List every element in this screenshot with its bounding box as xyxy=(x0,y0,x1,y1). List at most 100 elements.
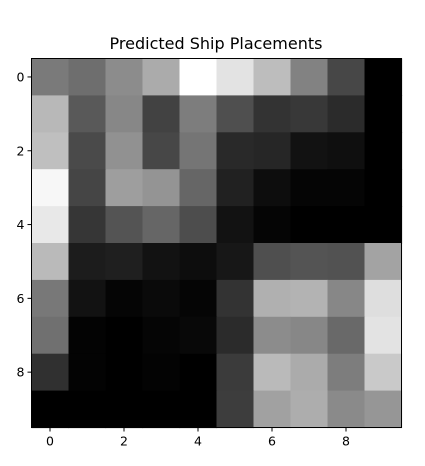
heatmap-cell-r9-c4 xyxy=(179,390,218,429)
heatmap-cell-r1-c9 xyxy=(364,95,403,133)
heatmap-cell-r9-c3 xyxy=(142,390,181,429)
heatmap-cell-r2-c3 xyxy=(142,132,181,170)
heatmap-cell-r8-c4 xyxy=(179,353,218,392)
heatmap-cell-r0-c7 xyxy=(290,58,329,96)
heatmap-cell-r8-c8 xyxy=(327,353,366,392)
heatmap-cell-r6-c6 xyxy=(253,279,292,318)
y-tick-label-8: 8 xyxy=(17,365,25,380)
heatmap-cell-r3-c4 xyxy=(179,169,218,207)
heatmap-cell-r8-c9 xyxy=(364,353,403,392)
heatmap-cell-r5-c4 xyxy=(179,243,218,281)
x-tick-label-6: 6 xyxy=(268,434,276,449)
heatmap-cell-r9-c9 xyxy=(364,390,403,429)
heatmap-cell-r9-c7 xyxy=(290,390,329,429)
heatmap-cell-r0-c3 xyxy=(142,58,181,96)
heatmap-cell-r6-c5 xyxy=(216,279,255,318)
heatmap-cell-r8-c6 xyxy=(253,353,292,392)
heatmap-cell-r9-c0 xyxy=(31,390,70,429)
heatmap-cell-r2-c9 xyxy=(364,132,403,170)
heatmap-cell-r3-c6 xyxy=(253,169,292,207)
heatmap-cell-r0-c4 xyxy=(179,58,218,96)
heatmap-cell-r0-c1 xyxy=(68,58,107,96)
heatmap-cell-r8-c1 xyxy=(68,353,107,392)
heatmap-cell-r7-c0 xyxy=(31,316,70,355)
heatmap-cell-r4-c9 xyxy=(364,206,403,244)
heatmap-cell-r5-c6 xyxy=(253,243,292,281)
heatmap-cell-r3-c5 xyxy=(216,169,255,207)
heatmap-cell-r2-c8 xyxy=(327,132,366,170)
heatmap-cell-r5-c1 xyxy=(68,243,107,281)
heatmap-cell-r3-c2 xyxy=(105,169,144,207)
heatmap-cell-r5-c0 xyxy=(31,243,70,281)
y-axis: 0 2 4 6 8 xyxy=(17,69,32,380)
heatmap-cell-r6-c0 xyxy=(31,279,70,318)
heatmap-cell-r2-c2 xyxy=(105,132,144,170)
heatmap-cell-r2-c0 xyxy=(31,132,70,170)
heatmap-cell-r0-c5 xyxy=(216,58,255,96)
heatmap-cell-r4-c8 xyxy=(327,206,366,244)
y-tick-label-0: 0 xyxy=(17,69,25,84)
heatmap-cells xyxy=(31,58,403,429)
heatmap-cell-r7-c4 xyxy=(179,316,218,355)
heatmap-cell-r0-c6 xyxy=(253,58,292,96)
heatmap-cell-r2-c5 xyxy=(216,132,255,170)
heatmap-cell-r4-c5 xyxy=(216,206,255,244)
heatmap-cell-r5-c7 xyxy=(290,243,329,281)
heatmap-cell-r0-c0 xyxy=(31,58,70,96)
heatmap-cell-r2-c4 xyxy=(179,132,218,170)
heatmap-cell-r9-c1 xyxy=(68,390,107,429)
chart-title: Predicted Ship Placements xyxy=(110,34,323,53)
heatmap-cell-r1-c4 xyxy=(179,95,218,133)
heatmap-cell-r6-c8 xyxy=(327,279,366,318)
heatmap-cell-r6-c4 xyxy=(179,279,218,318)
heatmap-cell-r9-c2 xyxy=(105,390,144,429)
heatmap-cell-r1-c2 xyxy=(105,95,144,133)
heatmap-cell-r3-c1 xyxy=(68,169,107,207)
heatmap-cell-r7-c8 xyxy=(327,316,366,355)
heatmap-cell-r8-c7 xyxy=(290,353,329,392)
axes-frame xyxy=(31,58,402,428)
heatmap-cell-r8-c3 xyxy=(142,353,181,392)
heatmap-cell-r4-c1 xyxy=(68,206,107,244)
heatmap-cell-r8-c2 xyxy=(105,353,144,392)
heatmap-cell-r5-c5 xyxy=(216,243,255,281)
heatmap-cell-r9-c8 xyxy=(327,390,366,429)
heatmap-cell-r6-c2 xyxy=(105,279,144,318)
heatmap-cell-r8-c5 xyxy=(216,353,255,392)
x-tick-label-0: 0 xyxy=(46,434,54,449)
heatmap-cell-r9-c6 xyxy=(253,390,292,429)
heatmap-cell-r6-c9 xyxy=(364,279,403,318)
heatmap-cell-r4-c0 xyxy=(31,206,70,244)
heatmap-cell-r7-c7 xyxy=(290,316,329,355)
heatmap-cell-r7-c2 xyxy=(105,316,144,355)
heatmap-cell-r4-c7 xyxy=(290,206,329,244)
x-tick-label-4: 4 xyxy=(194,434,202,449)
heatmap-cell-r3-c9 xyxy=(364,169,403,207)
heatmap-cell-r3-c3 xyxy=(142,169,181,207)
heatmap-cell-r5-c2 xyxy=(105,243,144,281)
heatmap-cell-r1-c1 xyxy=(68,95,107,133)
heatmap-cell-r1-c3 xyxy=(142,95,181,133)
heatmap-cell-r3-c0 xyxy=(31,169,70,207)
heatmap-cell-r4-c4 xyxy=(179,206,218,244)
heatmap-cell-r4-c2 xyxy=(105,206,144,244)
heatmap-cell-r7-c1 xyxy=(68,316,107,355)
heatmap-cell-r1-c8 xyxy=(327,95,366,133)
x-axis: 0 2 4 6 8 xyxy=(46,427,350,449)
heatmap-cell-r6-c3 xyxy=(142,279,181,318)
heatmap-cell-r5-c3 xyxy=(142,243,181,281)
heatmap-cell-r7-c9 xyxy=(364,316,403,355)
heatmap-cell-r2-c1 xyxy=(68,132,107,170)
heatmap-cell-r0-c2 xyxy=(105,58,144,96)
heatmap-cell-r1-c0 xyxy=(31,95,70,133)
heatmap-cell-r5-c9 xyxy=(364,243,403,281)
x-tick-label-8: 8 xyxy=(342,434,350,449)
heatmap-cell-r3-c7 xyxy=(290,169,329,207)
heatmap-cell-r7-c3 xyxy=(142,316,181,355)
heatmap-cell-r9-c5 xyxy=(216,390,255,429)
heatmap-cell-r2-c7 xyxy=(290,132,329,170)
heatmap-cell-r1-c7 xyxy=(290,95,329,133)
heatmap-cell-r5-c8 xyxy=(327,243,366,281)
heatmap-cell-r1-c6 xyxy=(253,95,292,133)
